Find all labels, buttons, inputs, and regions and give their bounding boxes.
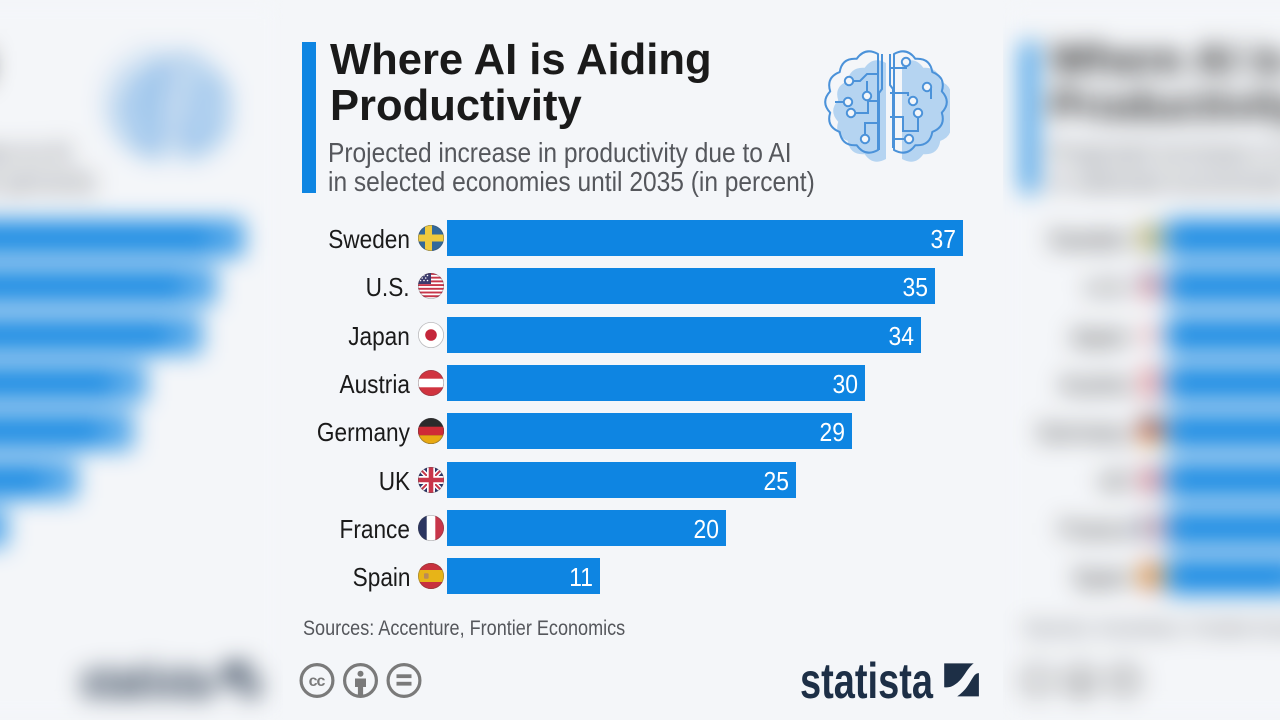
svg-text:cc: cc [309,673,326,690]
svg-text:statista: statista [80,660,214,702]
svg-text:cc: cc [1029,673,1046,690]
svg-text:statista: statista [800,660,934,702]
